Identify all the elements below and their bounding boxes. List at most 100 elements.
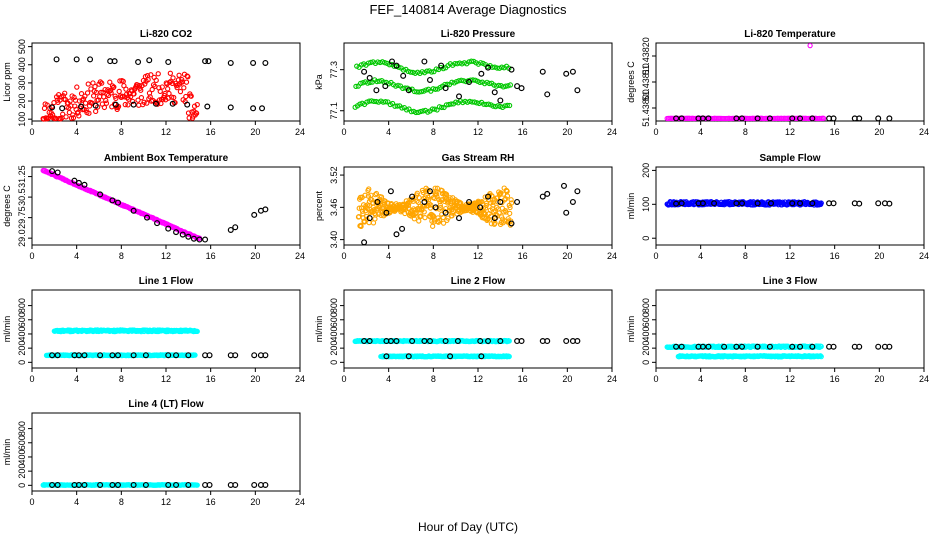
data-point: [49, 352, 56, 359]
data-point: [227, 104, 234, 111]
data-point: [116, 88, 122, 95]
data-point: [434, 191, 440, 197]
data-point: [159, 84, 165, 90]
data-point: [90, 93, 97, 99]
data-point: [766, 115, 773, 122]
data-point: [420, 189, 426, 196]
data-point: [204, 103, 211, 110]
y-tick-label: 200: [641, 163, 651, 178]
x-tick-label: 8: [119, 497, 124, 507]
data-point: [250, 59, 257, 66]
y-tick-label: 600: [329, 312, 339, 327]
data-point: [482, 194, 488, 200]
x-tick-label: 8: [431, 127, 436, 137]
data-point: [574, 338, 581, 345]
y-tick-label: 200: [329, 341, 339, 356]
data-point: [92, 83, 98, 90]
data-point: [441, 208, 447, 214]
plot-frame: [31, 412, 301, 492]
data-point: [452, 60, 458, 67]
data-point: [73, 56, 80, 63]
data-point: [70, 115, 77, 121]
data-point: [486, 80, 492, 87]
data-point: [424, 68, 430, 74]
data-point: [358, 223, 364, 230]
data-point: [154, 220, 161, 227]
panel-boxtemp: Ambient Box Temperature 0 4 8 12 16 20 24 29.029…: [2, 153, 305, 261]
data-point: [405, 202, 412, 208]
data-point: [733, 200, 740, 207]
y-axis-label: ml/min: [2, 439, 12, 466]
x-tick-label: 20: [250, 497, 260, 507]
y-tick-label: 800: [329, 298, 339, 313]
y-tick-label: 800: [17, 298, 27, 313]
data-point: [130, 98, 136, 105]
data-point: [80, 96, 87, 102]
x-tick-label: 16: [518, 127, 528, 137]
data-point: [508, 220, 515, 227]
y-tick-label: 300: [17, 75, 27, 90]
data-point: [144, 100, 150, 106]
x-tick-label: 4: [698, 251, 703, 261]
data-point: [117, 78, 123, 84]
data-point: [262, 59, 269, 66]
y-axis-label: degrees C: [2, 185, 12, 227]
data-point: [373, 190, 380, 197]
data-point: [109, 352, 116, 359]
data-point: [366, 219, 372, 226]
data-point: [81, 352, 88, 359]
data-point: [818, 353, 824, 360]
data-point: [49, 481, 56, 488]
data-point: [498, 190, 504, 196]
data-point: [678, 343, 685, 350]
series-1-min-low: [378, 353, 512, 360]
data-point: [432, 185, 438, 191]
data-point: [130, 101, 137, 108]
data-point: [262, 352, 269, 359]
x-tick-label: 0: [29, 251, 34, 261]
data-point: [485, 101, 492, 107]
x-tick-label: 0: [29, 127, 34, 137]
x-tick-label: 16: [518, 374, 528, 384]
data-point: [54, 352, 61, 359]
x-tick-label: 8: [119, 374, 124, 384]
y-axis-label: ml/min: [626, 316, 636, 343]
data-point: [142, 481, 149, 488]
data-point: [376, 78, 382, 84]
x-tick-label: 24: [295, 497, 305, 507]
data-point: [82, 93, 88, 99]
data-point: [447, 195, 453, 201]
data-point: [97, 352, 104, 359]
x-tick-label: 0: [341, 251, 346, 261]
x-tick-label: 24: [919, 127, 929, 137]
data-point: [463, 78, 469, 85]
data-point: [500, 84, 507, 90]
data-point: [469, 99, 475, 105]
x-tick-label: 20: [250, 374, 260, 384]
x-tick-label: 8: [119, 127, 124, 137]
data-point: [353, 83, 359, 90]
data-point: [569, 68, 576, 75]
data-point: [142, 81, 148, 87]
y-tick-label: 800: [17, 421, 27, 436]
data-point: [497, 338, 504, 345]
data-point: [506, 338, 512, 344]
data-point: [820, 115, 827, 121]
data-point: [421, 58, 428, 65]
data-point: [422, 214, 428, 221]
data-point: [426, 189, 432, 195]
data-point: [54, 481, 61, 488]
data-point: [93, 108, 99, 115]
panel-title: Line 2 Flow: [451, 276, 506, 287]
x-tick-label: 8: [119, 251, 124, 261]
data-point: [81, 181, 88, 188]
data-point: [136, 82, 143, 89]
x-tick-label: 12: [785, 374, 795, 384]
data-point: [44, 102, 50, 108]
y-tick-label: 400: [329, 326, 339, 341]
panel-title: Line 3 Flow: [763, 276, 818, 287]
data-point: [454, 338, 461, 345]
x-tick-label: 24: [295, 374, 305, 384]
y-tick-label: 3.40: [329, 231, 339, 249]
data-point: [465, 78, 471, 84]
